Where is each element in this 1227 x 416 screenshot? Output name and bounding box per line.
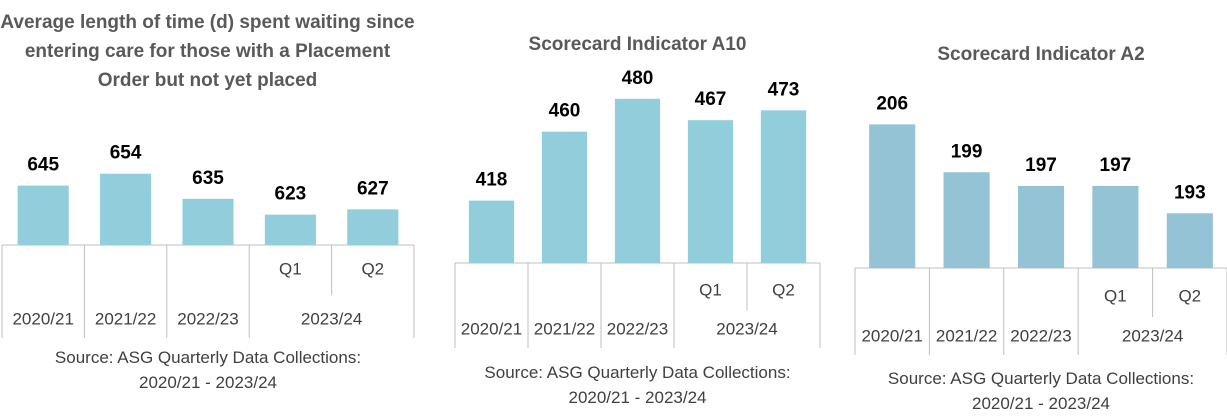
bar: [541, 131, 588, 263]
value-label: 460: [549, 101, 581, 122]
value-label: 473: [768, 79, 800, 100]
bar: [869, 124, 916, 268]
source-note: Source: ASG Quarterly Data Collections: …: [887, 369, 1195, 413]
x-tick-label: 2020/21: [12, 309, 73, 328]
chart-title: Scorecard Indicator A2: [937, 44, 1145, 65]
value-label: 645: [27, 155, 59, 176]
x-tick-label: Q2: [772, 280, 795, 299]
x-tick-label: 2022/23: [177, 309, 238, 328]
value-label: 627: [357, 178, 389, 199]
x-tick-label: 2021/22: [534, 319, 595, 338]
bar: [943, 172, 990, 268]
x-tick-label: Q2: [361, 259, 384, 278]
x-tick-label: 2021/22: [95, 309, 156, 328]
value-label: 623: [275, 184, 307, 205]
bar: [100, 173, 152, 245]
value-label: 654: [110, 143, 142, 164]
value-label: 480: [622, 68, 654, 89]
x-tick-label: Q2: [1178, 286, 1201, 305]
bar: [264, 214, 316, 245]
bar: [17, 185, 69, 245]
value-label: 199: [951, 141, 983, 162]
value-label: 197: [1025, 155, 1057, 176]
x-tick-label: 2022/23: [1010, 326, 1071, 345]
x-tick-label: 2020/21: [861, 326, 922, 345]
category-group-label: 2023/24: [716, 319, 777, 338]
value-label: 197: [1100, 155, 1132, 176]
bar: [614, 98, 661, 263]
x-tick-label: Q1: [699, 280, 722, 299]
value-label: 418: [476, 170, 508, 191]
x-tick-label: 2020/21: [461, 319, 522, 338]
value-label: 467: [695, 89, 727, 110]
category-group-label: 2023/24: [1122, 326, 1183, 345]
value-label: 193: [1174, 182, 1206, 203]
x-tick-label: 2021/22: [936, 326, 997, 345]
chart-title: Scorecard Indicator A10: [528, 34, 747, 55]
bar: [468, 200, 515, 263]
x-tick-label: 2022/23: [607, 319, 668, 338]
x-tick-label: Q1: [1104, 286, 1127, 305]
value-label: 206: [876, 93, 908, 114]
bar: [1092, 185, 1139, 268]
source-note: Source: ASG Quarterly Data Collections: …: [484, 363, 791, 407]
bar: [1166, 213, 1213, 268]
bar: [687, 120, 734, 263]
bar: [347, 209, 399, 245]
value-label: 635: [192, 168, 224, 189]
bar: [760, 110, 807, 263]
bar: [1017, 185, 1065, 268]
category-group-label: 2023/24: [301, 309, 362, 328]
chart-title: Average length of time (d) spent waiting…: [0, 12, 415, 91]
source-note: Source: ASG Quarterly Data Collections: …: [54, 348, 362, 392]
bar: [182, 198, 234, 245]
x-tick-label: Q1: [279, 259, 302, 278]
